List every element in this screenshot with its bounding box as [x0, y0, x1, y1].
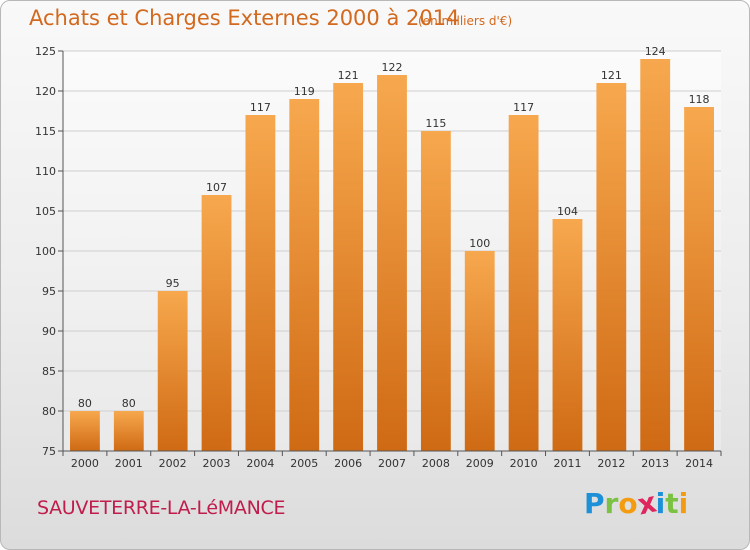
- x-tick-label-2005: 2005: [290, 457, 318, 470]
- data-label-2012: 121: [601, 69, 622, 82]
- bar-2013: [640, 59, 671, 451]
- data-label-2014: 118: [689, 93, 710, 106]
- data-label-2002: 95: [166, 277, 180, 290]
- y-tick-label: 125: [35, 45, 56, 58]
- y-tick-label: 95: [42, 285, 56, 298]
- data-label-2000: 80: [78, 397, 92, 410]
- data-label-2008: 115: [425, 117, 446, 130]
- bar-2001: [113, 411, 144, 451]
- bar-2011: [552, 219, 583, 451]
- bar-2004: [245, 115, 276, 451]
- x-tick-label-2006: 2006: [334, 457, 362, 470]
- x-tick-label-2008: 2008: [422, 457, 450, 470]
- y-axis: 75 80 85 90 95 100 105 110 115 120 125: [35, 45, 64, 458]
- chart-subtitle: (en milliers d'€): [418, 14, 513, 28]
- bar-2014: [684, 107, 714, 451]
- y-tick-label: 80: [42, 405, 56, 418]
- bar-2006: [333, 83, 364, 451]
- x-tick-label-2009: 2009: [466, 457, 494, 470]
- logo-letter: P: [584, 487, 605, 520]
- x-tick-label-2012: 2012: [597, 457, 625, 470]
- chart-title: Achats et Charges Externes 2000 à 2014: [29, 6, 460, 30]
- bar-2012: [596, 83, 627, 451]
- data-label-2009: 100: [469, 237, 490, 250]
- x-tick-label-2000: 2000: [71, 457, 99, 470]
- logo-letter: r: [604, 487, 619, 520]
- bar-2000: [70, 411, 100, 451]
- bar-2002: [157, 291, 188, 451]
- data-label-2013: 124: [645, 45, 666, 58]
- bar-2009: [464, 251, 495, 451]
- x-tick-label-2003: 2003: [203, 457, 231, 470]
- y-tick-label: 75: [42, 445, 56, 458]
- logo-letter: t: [665, 487, 679, 520]
- x-tick-label-2013: 2013: [641, 457, 669, 470]
- y-tick-label: 100: [35, 245, 56, 258]
- logo-letter: i: [678, 487, 689, 520]
- bar-2008: [420, 131, 451, 451]
- y-tick-label: 120: [35, 85, 56, 98]
- proxiti-logo: Proxiti: [584, 485, 689, 521]
- town-name: SAUVETERRE-LA-LéMANCE: [37, 497, 286, 519]
- data-label-2011: 104: [557, 205, 578, 218]
- data-label-2006: 121: [338, 69, 359, 82]
- logo-letter: i: [655, 487, 666, 520]
- data-label-2001: 80: [122, 397, 136, 410]
- x-tick-label-2007: 2007: [378, 457, 406, 470]
- bar-2007: [377, 75, 407, 451]
- bar-2003: [201, 195, 232, 451]
- x-tick-label-2004: 2004: [246, 457, 274, 470]
- data-label-2003: 107: [206, 181, 227, 194]
- data-label-2010: 117: [513, 101, 534, 114]
- data-label-2007: 122: [382, 61, 403, 74]
- bar-2005: [289, 99, 320, 451]
- y-tick-label: 105: [35, 205, 56, 218]
- data-label-2005: 119: [294, 85, 315, 98]
- x-tick-label-2011: 2011: [553, 457, 581, 470]
- bar-2010: [508, 115, 539, 451]
- x-tick-label-2001: 2001: [115, 457, 143, 470]
- logo-letter: o: [618, 487, 638, 520]
- bars: 80 80 95 107 117 119 121 122 115 100 117 104 121 124 1…: [70, 45, 714, 451]
- x-axis: 2000 2001 2002 2003 2004 2005 2006 2007 2008 2009…: [62, 450, 722, 470]
- x-tick-label-2010: 2010: [510, 457, 538, 470]
- y-tick-label: 85: [42, 365, 56, 378]
- y-tick-label: 90: [42, 325, 56, 338]
- x-tick-label-2002: 2002: [159, 457, 187, 470]
- y-tick-label: 115: [35, 125, 56, 138]
- data-label-2004: 117: [250, 101, 271, 114]
- x-tick-label-2014: 2014: [685, 457, 713, 470]
- y-tick-label: 110: [35, 165, 56, 178]
